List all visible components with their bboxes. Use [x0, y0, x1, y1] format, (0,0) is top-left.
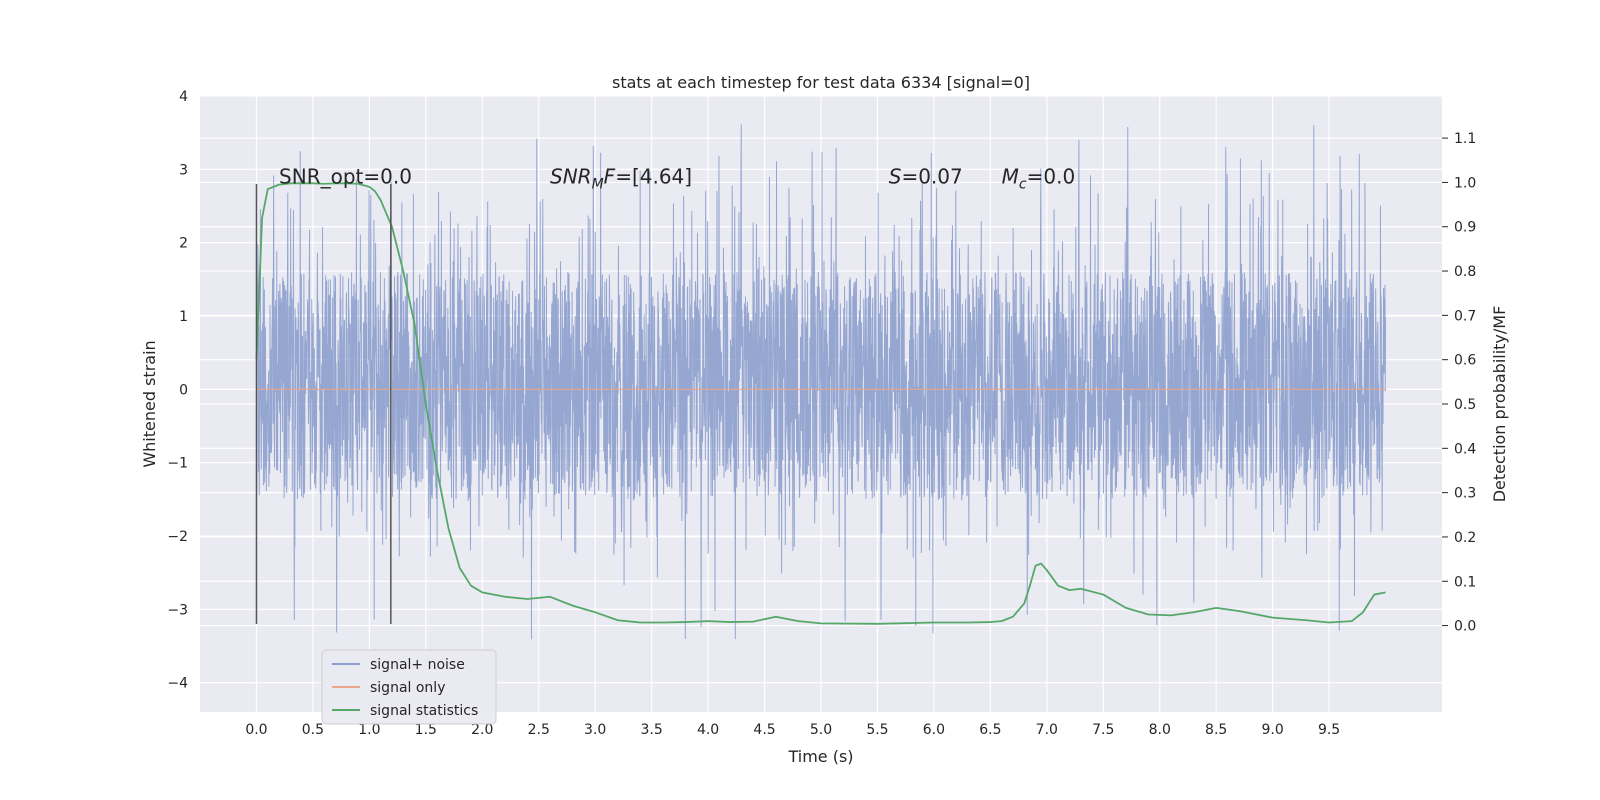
y-tick-label-7: 3 [179, 162, 188, 178]
annotation-snr-opt: SNR_opt=0.0 [279, 165, 412, 189]
legend-box [321, 649, 497, 725]
annotation-mc: Mc=0.0 [1002, 165, 1076, 193]
y2-axis-label: Detection probability/MF [1490, 306, 1509, 503]
chart-title: stats at each timestep for test data 633… [612, 73, 1030, 92]
y2-tick-label-8: 0.8 [1454, 264, 1476, 280]
legend-label-signal-only: signal only [370, 680, 445, 696]
x-tick-label-14: 7.0 [1036, 722, 1058, 738]
y-axis-ticks: −4 −3 −2 −1 0 1 2 3 4 [167, 89, 188, 692]
y-tick-label-8: 4 [179, 89, 188, 105]
x-tick-label-17: 8.5 [1205, 722, 1227, 738]
x-tick-label-7: 3.5 [641, 722, 663, 738]
y2-tick-label-3: 0.3 [1454, 486, 1476, 502]
series-line-signal-statistics [255, 182, 1386, 625]
x-tick-label-10: 5.0 [810, 722, 832, 738]
y2-tick-label-6: 0.6 [1454, 353, 1476, 369]
y-tick-label-4: 0 [179, 382, 188, 398]
x-tick-label-5: 2.5 [528, 722, 550, 738]
x-tick-label-1: 0.5 [302, 722, 324, 738]
x-tick-label-11: 5.5 [866, 722, 888, 738]
series-layer [255, 182, 1386, 625]
legend: signal+ noise signal only signal statistic… [321, 649, 497, 725]
x-axis-ticks: 0.0 0.5 1.0 1.5 2.0 2.5 3.0 3.5 4.0 4.5 5.0 5.5 6.0 6… [245, 722, 1340, 738]
x-tick-label-4: 2.0 [471, 722, 493, 738]
x-tick-label-3: 1.5 [415, 722, 437, 738]
y2-tick-label-9: 0.9 [1454, 220, 1476, 236]
x-tick-label-8: 4.0 [697, 722, 719, 738]
y2-tick-label-2: 0.2 [1454, 530, 1476, 546]
x-tick-label-6: 3.0 [584, 722, 606, 738]
x-tick-label-12: 6.0 [923, 722, 945, 738]
y-tick-label-2: −2 [167, 529, 188, 545]
x-tick-label-9: 4.5 [753, 722, 775, 738]
y2-tick-label-4: 0.4 [1454, 441, 1476, 457]
y2-axis-ticks: 0.0 0.1 0.2 0.3 0.4 0.5 0.6 0.7 0.8 0.9 1.0 1.1 [1442, 131, 1476, 635]
annotation-s-stat: S=0.07 [889, 165, 963, 189]
y-axis-label: Whitened strain [140, 340, 159, 467]
x-tick-label-15: 7.5 [1092, 722, 1114, 738]
y2-tick-label-5: 0.5 [1454, 397, 1476, 413]
y-tick-label-6: 2 [179, 236, 188, 252]
y2-tick-label-0: 0.0 [1454, 619, 1476, 635]
x-tick-label-16: 8.0 [1149, 722, 1171, 738]
signal-noise-line [255, 124, 1387, 640]
x-tick-label-2: 1.0 [358, 722, 380, 738]
annotations: SNR_opt=0.0 SNRMF=[4.64] S=0.07 Mc=0.0 [279, 165, 1075, 193]
y2-tick-label-10: 1.0 [1454, 175, 1476, 191]
y-tick-label-1: −3 [167, 602, 188, 618]
y2-tick-label-7: 0.7 [1454, 308, 1476, 324]
x-tick-label-0: 0.0 [245, 722, 267, 738]
y-tick-label-5: 1 [179, 309, 188, 325]
x-tick-label-18: 9.0 [1262, 722, 1284, 738]
legend-label-signal-noise: signal+ noise [370, 657, 465, 673]
y2-tick-label-11: 1.1 [1454, 131, 1476, 147]
vertical-markers [255, 184, 392, 624]
y-tick-label-3: −1 [167, 456, 188, 472]
signal-noise-series [255, 124, 1387, 640]
annotation-snr-mf: SNRMF=[4.64] [550, 165, 692, 193]
y2-tick-label-1: 0.1 [1454, 574, 1476, 590]
x-axis-label: Time (s) [787, 747, 853, 766]
x-tick-label-19: 9.5 [1318, 722, 1340, 738]
legend-label-signal-statistics: signal statistics [370, 703, 478, 719]
y-tick-label-0: −4 [167, 676, 188, 692]
x-tick-label-13: 6.5 [979, 722, 1001, 738]
